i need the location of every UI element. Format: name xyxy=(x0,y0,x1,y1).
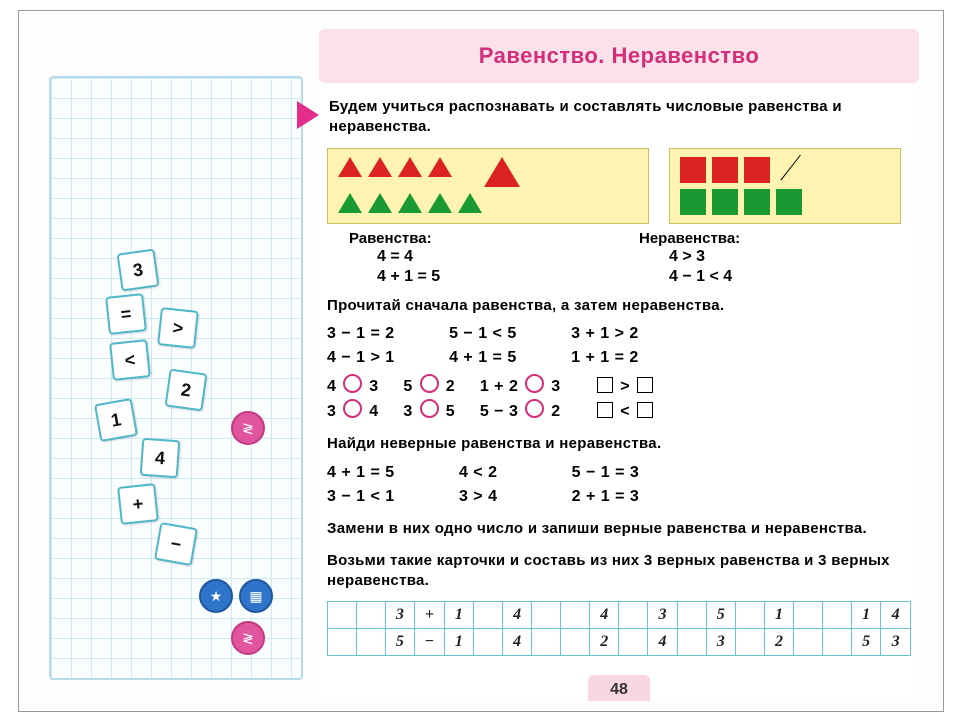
task4-text: Возьми такие карточки и составь из них 3… xyxy=(319,543,919,596)
card-2: 2 xyxy=(165,369,208,412)
task1-grid: 3 − 1 = 2 5 − 1 < 5 3 + 1 > 2 4 − 1 > 1 … xyxy=(319,320,919,372)
label-inequalities: Неравенства: xyxy=(639,230,740,247)
card-eq: = xyxy=(105,293,147,335)
shapes-row xyxy=(319,148,919,224)
eq-examples: 4 = 4 4 + 1 = 5 xyxy=(327,247,667,289)
task2-text: Найди неверные равенства и неравенства. xyxy=(319,426,919,458)
badge-pink-compare-icon: ≷ xyxy=(231,411,265,445)
example-block: 4 = 4 4 + 1 = 5 4 > 3 4 − 1 < 4 xyxy=(319,247,919,289)
card-gt: > xyxy=(157,307,199,349)
badge-pink-compare-2-icon: ≷ xyxy=(231,621,265,655)
page-title: Равенство. Неравенство xyxy=(329,43,909,69)
badge-grid-icon: ▦ xyxy=(239,579,273,613)
inequality-shape-box xyxy=(669,148,901,224)
page-number: 48 xyxy=(588,675,650,701)
neq-examples: 4 > 3 4 − 1 < 4 xyxy=(667,247,732,289)
task2-grid: 4 + 1 = 5 4 < 2 5 − 1 = 3 3 − 1 < 1 3 > … xyxy=(319,459,919,511)
card-3: 3 xyxy=(117,249,160,292)
task1-text: Прочитай сначала равенства, а затем нера… xyxy=(319,288,919,320)
answer-grid: 3+144351145−14243253 xyxy=(327,601,911,656)
equality-shape-box xyxy=(327,148,649,224)
badge-stars-icon: ★ xyxy=(199,579,233,613)
card-1: 1 xyxy=(94,398,138,442)
pointer-icon xyxy=(297,101,319,129)
page-content: Равенство. Неравенство Будем учиться рас… xyxy=(319,29,919,699)
card-4: 4 xyxy=(140,438,181,479)
section-labels: Равенства: Неравенства: xyxy=(319,224,919,247)
title-box: Равенство. Неравенство xyxy=(319,29,919,83)
intro-text: Будем учиться распознавать и составлять … xyxy=(319,91,919,148)
circle-grid: 4 3 5 2 1 + 2 3 > 3 4 3 5 5 − 3 2 < xyxy=(319,372,919,426)
label-equalities: Равенства: xyxy=(327,230,639,247)
card-lt: < xyxy=(109,339,151,381)
task3-text: Замени в них одно число и запиши верные … xyxy=(319,511,919,543)
card-plus: + xyxy=(117,483,159,525)
left-sidebar: 3 = > < 2 1 4 + − ≷ ★ ▦ ≷ xyxy=(49,41,299,701)
card-minus: − xyxy=(154,522,198,566)
